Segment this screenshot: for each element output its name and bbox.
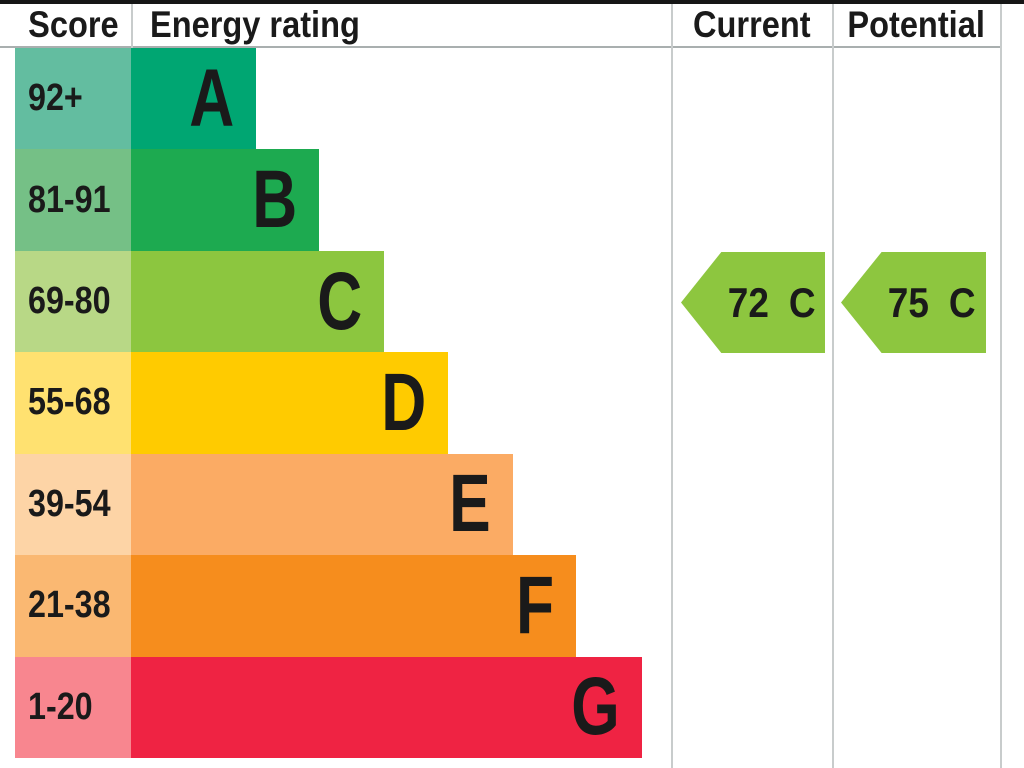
score-range-label: 55-68	[28, 381, 111, 424]
header-score: Score	[15, 4, 131, 46]
top-edge-line	[0, 0, 1024, 4]
band-letter: E	[449, 458, 491, 550]
potential-rating-letter: C	[949, 278, 976, 326]
potential-rating-arrow: 75 C	[841, 252, 986, 353]
score-cell: 81-91	[15, 149, 131, 251]
rating-bands: 92+ A 81-91 B 69-80 C 55-68 D 39-54 E 21…	[0, 48, 660, 758]
band-row-e: 39-54 E	[0, 453, 660, 556]
score-cell: 39-54	[15, 453, 131, 556]
score-cell: 92+	[15, 48, 131, 150]
chart-header: Score Energy rating Current Potential	[0, 4, 1024, 46]
score-cell: 1-20	[15, 656, 131, 758]
rating-bar: F	[131, 555, 576, 657]
column-divider-current	[832, 4, 834, 768]
header-score-label: Score	[27, 4, 119, 45]
band-row-g: 1-20 G	[0, 656, 660, 758]
score-range-label: 92+	[28, 77, 83, 120]
score-range-label: 81-91	[28, 178, 111, 221]
rating-bar: B	[131, 149, 319, 251]
rating-bar: A	[131, 48, 256, 150]
header-current-label: Current	[693, 4, 811, 45]
rating-bar: E	[131, 453, 513, 556]
score-cell: 69-80	[15, 250, 131, 353]
rating-bar: C	[131, 250, 384, 353]
band-letter: D	[380, 356, 426, 448]
score-cell: 55-68	[15, 352, 131, 454]
band-row-c: 69-80 C	[0, 250, 660, 353]
current-rating-arrow: 72 C	[681, 252, 825, 353]
score-range-label: 69-80	[28, 280, 111, 323]
header-underline	[0, 46, 1002, 48]
header-potential: Potential	[833, 4, 1000, 46]
band-row-a: 92+ A	[0, 48, 660, 150]
band-letter: F	[515, 559, 554, 651]
band-letter: G	[571, 661, 620, 753]
header-energy-rating-label: Energy rating	[150, 4, 360, 45]
band-row-d: 55-68 D	[0, 352, 660, 454]
current-rating-value: 72	[727, 278, 769, 326]
score-range-label: 1-20	[28, 685, 93, 728]
header-energy-rating: Energy rating	[150, 4, 670, 46]
rating-bar: G	[131, 656, 642, 758]
band-letter: C	[316, 255, 362, 347]
band-row-b: 81-91 B	[0, 149, 660, 251]
score-range-label: 21-38	[28, 584, 111, 627]
column-divider-right	[1000, 4, 1002, 768]
band-row-f: 21-38 F	[0, 555, 660, 657]
score-range-label: 39-54	[28, 482, 111, 525]
rating-bar: D	[131, 352, 448, 454]
band-letter: A	[188, 52, 234, 144]
header-current: Current	[672, 4, 832, 46]
column-divider-score	[131, 4, 133, 48]
band-letter: B	[251, 154, 297, 246]
current-rating-letter: C	[788, 278, 816, 326]
score-cell: 21-38	[15, 555, 131, 657]
header-potential-label: Potential	[847, 4, 986, 45]
potential-rating-value: 75	[888, 278, 930, 326]
column-divider-rating	[671, 4, 673, 768]
